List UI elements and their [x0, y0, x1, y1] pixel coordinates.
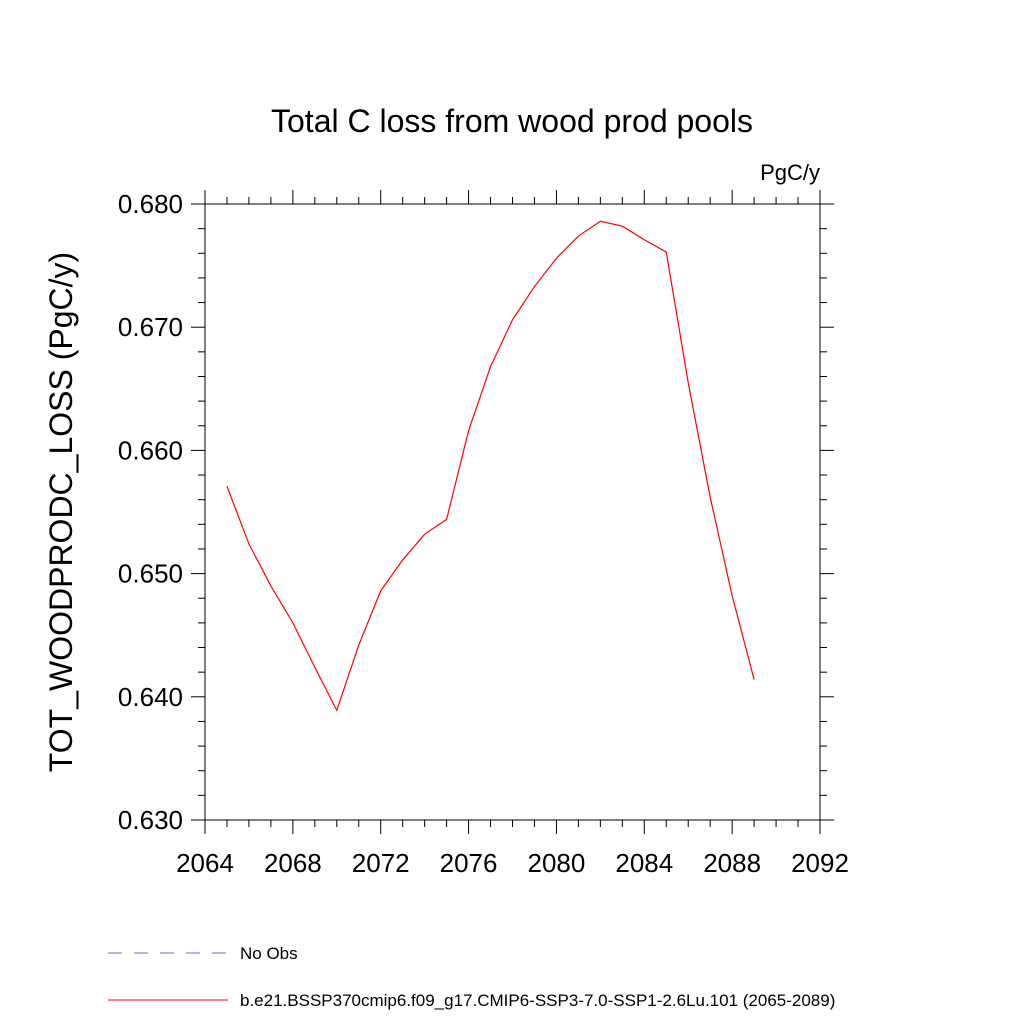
y-tick-labels: 0.630 0.640 0.650 0.660 0.670 0.680: [118, 189, 183, 835]
x-tick-label: 2068: [264, 848, 322, 878]
x-tick-label: 2084: [615, 848, 673, 878]
legend-label: b.e21.BSSP370cmip6.f09_g17.CMIP6-SSP3-7.…: [240, 991, 835, 1010]
legend-label: No Obs: [240, 944, 298, 963]
y-tick-label: 0.660: [118, 435, 183, 465]
x-axis-ticks: [204, 190, 821, 834]
y-tick-label: 0.680: [118, 189, 183, 219]
y-tick-label: 0.670: [118, 312, 183, 342]
y-tick-label: 0.640: [118, 682, 183, 712]
legend: No Obs b.e21.BSSP370cmip6.f09_g17.CMIP6-S…: [108, 944, 835, 1010]
x-tick-label: 2076: [440, 848, 498, 878]
x-tick-label: 2064: [176, 848, 234, 878]
x-tick-label: 2072: [352, 848, 410, 878]
chart-title: Total C loss from wood prod pools: [271, 103, 753, 139]
units-label: PgC/y: [760, 160, 820, 185]
series-line: [226, 220, 755, 712]
y-axis-title: TOT_WOODPRODC_LOSS (PgC/y): [43, 252, 79, 772]
x-tick-label: 2080: [528, 848, 586, 878]
series-layer: [226, 220, 755, 712]
x-tick-label: 2088: [703, 848, 761, 878]
y-tick-label: 0.650: [118, 559, 183, 589]
plot-border: [204, 203, 821, 821]
y-axis-ticks: [191, 203, 834, 821]
x-tick-label: 2092: [791, 848, 849, 878]
plot-frame: [204, 203, 821, 821]
y-tick-label: 0.630: [118, 805, 183, 835]
x-tick-labels: 2064 2068 2072 2076 2080 2084 2088 2092: [176, 848, 849, 878]
